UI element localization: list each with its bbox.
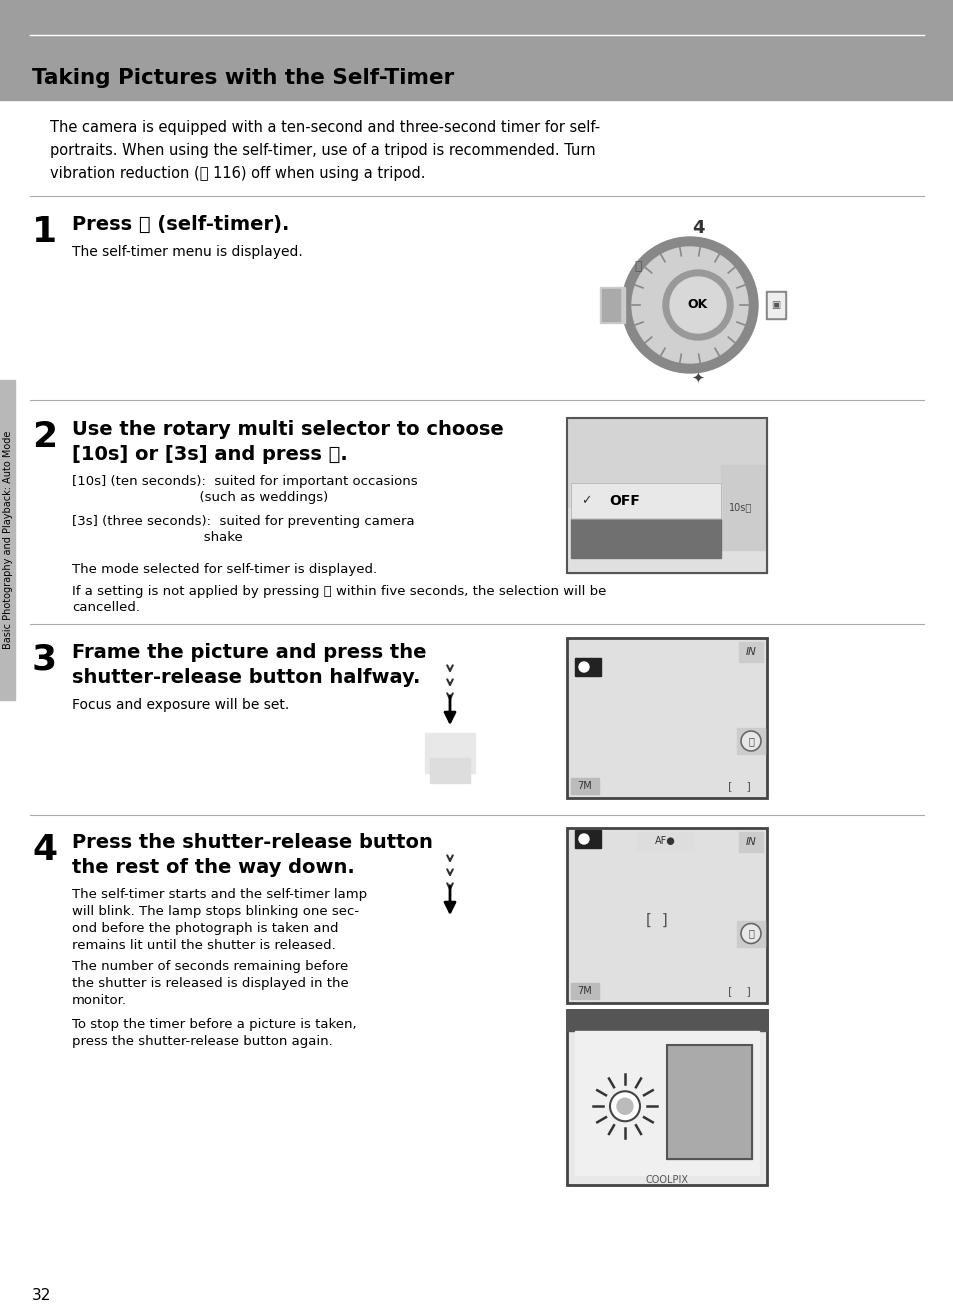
Bar <box>739 832 762 851</box>
Bar <box>571 484 720 519</box>
Bar <box>601 289 619 321</box>
Circle shape <box>740 731 760 752</box>
Text: will blink. The lamp stops blinking one sec-: will blink. The lamp stops blinking one … <box>71 905 358 918</box>
Text: 3: 3 <box>32 643 57 677</box>
Text: To stop the timer before a picture is taken,: To stop the timer before a picture is ta… <box>71 1018 356 1031</box>
Bar <box>566 509 766 573</box>
Text: (such as weddings): (such as weddings) <box>71 491 328 505</box>
Circle shape <box>578 834 588 844</box>
Text: Press the shutter-release button: Press the shutter-release button <box>71 833 433 851</box>
Text: shutter-release button halfway.: shutter-release button halfway. <box>71 668 420 687</box>
Text: [  ]: [ ] <box>645 913 667 928</box>
Bar <box>767 293 783 317</box>
Bar <box>599 286 624 323</box>
Circle shape <box>609 1091 639 1121</box>
Text: 32: 32 <box>32 1288 51 1302</box>
Bar <box>571 484 720 519</box>
Bar <box>566 1010 766 1031</box>
Text: vibration reduction (Ⓡ 116) off when using a tripod.: vibration reduction (Ⓡ 116) off when usi… <box>50 166 425 181</box>
Bar <box>737 921 764 946</box>
Bar <box>566 828 766 1003</box>
Bar <box>575 658 600 675</box>
Text: ⌛: ⌛ <box>747 929 753 938</box>
Bar <box>666 1045 751 1159</box>
Bar <box>765 290 785 319</box>
Circle shape <box>662 269 732 340</box>
Text: 1: 1 <box>32 215 57 248</box>
Text: the shutter is released is displayed in the: the shutter is released is displayed in … <box>71 978 349 989</box>
Bar <box>566 418 766 573</box>
Circle shape <box>740 924 760 943</box>
Circle shape <box>578 662 588 671</box>
Circle shape <box>669 277 725 332</box>
Bar <box>566 1010 766 1185</box>
Bar <box>666 1045 751 1159</box>
Bar <box>720 465 764 549</box>
Text: cancelled.: cancelled. <box>71 600 140 614</box>
Text: ▣: ▣ <box>771 300 780 310</box>
Text: COOLPIX: COOLPIX <box>645 1175 688 1185</box>
Bar <box>566 418 766 573</box>
Text: Focus and exposure will be set.: Focus and exposure will be set. <box>71 698 289 712</box>
Text: If a setting is not applied by pressing Ⓢ within five seconds, the selection wil: If a setting is not applied by pressing … <box>71 585 606 598</box>
Bar <box>424 733 475 773</box>
Bar <box>430 758 470 783</box>
Bar <box>739 643 762 662</box>
Circle shape <box>617 1099 633 1114</box>
Text: 4: 4 <box>691 219 703 237</box>
Text: ⌛: ⌛ <box>747 736 753 746</box>
Bar <box>566 639 766 798</box>
Bar <box>637 832 692 850</box>
Text: the rest of the way down.: the rest of the way down. <box>71 858 355 876</box>
Text: shake: shake <box>71 531 242 544</box>
Text: [    ]: [ ] <box>727 986 750 996</box>
Circle shape <box>621 237 758 373</box>
Text: 7M: 7M <box>577 986 592 996</box>
Bar <box>571 778 598 794</box>
Text: 7M: 7M <box>577 781 592 791</box>
Text: ✓: ✓ <box>580 494 591 507</box>
Bar <box>566 1010 766 1185</box>
Text: The number of seconds remaining before: The number of seconds remaining before <box>71 961 348 972</box>
Bar <box>566 828 766 1003</box>
Text: The camera is equipped with a ten-second and three-second timer for self-: The camera is equipped with a ten-second… <box>50 120 599 135</box>
Text: The self-timer menu is displayed.: The self-timer menu is displayed. <box>71 244 302 259</box>
Text: IN: IN <box>745 646 756 657</box>
Text: [    ]: [ ] <box>727 781 750 791</box>
Text: Use the rotary multi selector to choose: Use the rotary multi selector to choose <box>71 420 503 439</box>
Bar <box>571 983 598 999</box>
Text: portraits. When using the self-timer, use of a tripod is recommended. Turn: portraits. When using the self-timer, us… <box>50 143 595 158</box>
Text: ✦: ✦ <box>691 371 703 385</box>
Text: Basic Photography and Playback: Auto Mode: Basic Photography and Playback: Auto Mod… <box>3 431 13 649</box>
Text: ond before the photograph is taken and: ond before the photograph is taken and <box>71 922 338 936</box>
Text: [10s] (ten seconds):  suited for important occasions: [10s] (ten seconds): suited for importan… <box>71 474 417 487</box>
Text: [10s] or [3s] and press Ⓢ.: [10s] or [3s] and press Ⓢ. <box>71 445 348 464</box>
Text: 4: 4 <box>32 833 57 867</box>
Text: 2: 2 <box>32 420 57 455</box>
Circle shape <box>631 247 747 363</box>
Bar <box>0 380 15 700</box>
Bar <box>571 519 720 557</box>
Text: OFF: OFF <box>608 494 639 509</box>
Bar <box>575 830 600 848</box>
Text: 10s⌛: 10s⌛ <box>729 502 752 512</box>
Text: IN: IN <box>745 837 756 848</box>
Text: AF●: AF● <box>654 836 675 846</box>
Text: Taking Pictures with the Self-Timer: Taking Pictures with the Self-Timer <box>32 68 454 88</box>
Bar <box>566 639 766 798</box>
Text: Press ⌛ (self-timer).: Press ⌛ (self-timer). <box>71 215 289 234</box>
Text: remains lit until the shutter is released.: remains lit until the shutter is release… <box>71 940 335 953</box>
Text: ⌛: ⌛ <box>634 260 641 273</box>
Bar <box>575 1031 759 1175</box>
Text: Frame the picture and press the: Frame the picture and press the <box>71 643 426 662</box>
Text: OK: OK <box>687 298 707 311</box>
Bar <box>737 728 764 754</box>
Text: The self-timer starts and the self-timer lamp: The self-timer starts and the self-timer… <box>71 888 367 901</box>
Text: [3s] (three seconds):  suited for preventing camera: [3s] (three seconds): suited for prevent… <box>71 515 415 528</box>
Text: monitor.: monitor. <box>71 993 127 1007</box>
Text: The mode selected for self-timer is displayed.: The mode selected for self-timer is disp… <box>71 562 376 576</box>
Text: press the shutter-release button again.: press the shutter-release button again. <box>71 1035 333 1049</box>
Bar <box>0 0 953 100</box>
